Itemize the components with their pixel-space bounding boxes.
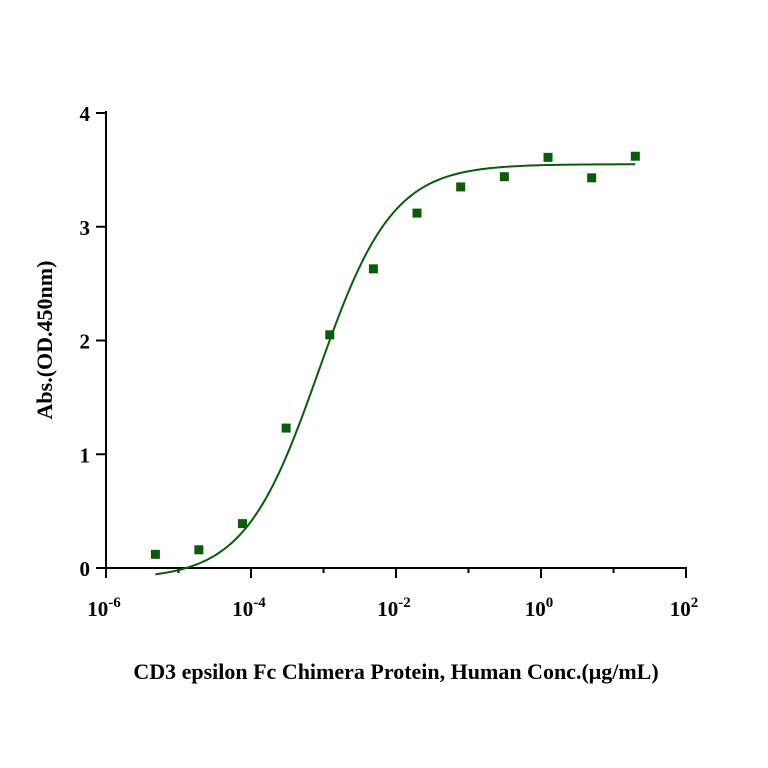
fit-curves [155,163,636,576]
data-points [150,151,640,559]
data-point [237,519,247,529]
data-point [630,151,640,161]
axes [105,111,687,569]
data-point [543,152,553,162]
y-tick-label: 2 [80,330,91,354]
x-tick-label-base: 10 [232,597,253,621]
x-axis-title: CD3 epsilon Fc Chimera Protein, Human Co… [133,659,658,684]
x-tick-label: 102 [670,595,699,621]
data-point [412,208,422,218]
x-tick-label-exponent: -4 [253,595,266,611]
x-tick-label-exponent: -2 [398,595,411,611]
y-axis-title: Abs.(OD.450nm) [32,261,57,420]
x-tick-label-exponent: 0 [546,595,554,611]
x-tick-label: 10-2 [377,595,411,621]
data-point [281,423,291,433]
data-point [368,264,378,274]
y-tick-label: 0 [80,557,91,581]
x-tick-label-exponent: 2 [691,595,699,611]
y-tick-label: 3 [80,216,91,240]
y-axis-ticks: 0 1 2 3 4 [80,102,106,581]
y-tick-label: 1 [80,443,91,467]
x-tick-label: 10-6 [87,595,121,621]
data-point [325,330,335,340]
x-tick-label: 10-4 [232,595,266,621]
data-point [150,549,160,559]
data-point [587,173,597,183]
data-point [194,545,204,555]
x-tick-label-exponent: -6 [108,595,121,611]
x-tick-label: 100 [525,595,554,621]
data-point [499,172,509,182]
y-tick-label: 4 [80,102,91,126]
x-tick-label-base: 10 [377,597,398,621]
x-tick-label-base: 10 [670,597,691,621]
x-tick-label-base: 10 [87,597,108,621]
fit-curve [155,163,636,576]
data-point [456,182,466,192]
x-axis-ticks: 10-6 10-4 10-2 100 102 [87,568,698,621]
x-tick-label-base: 10 [525,597,546,621]
